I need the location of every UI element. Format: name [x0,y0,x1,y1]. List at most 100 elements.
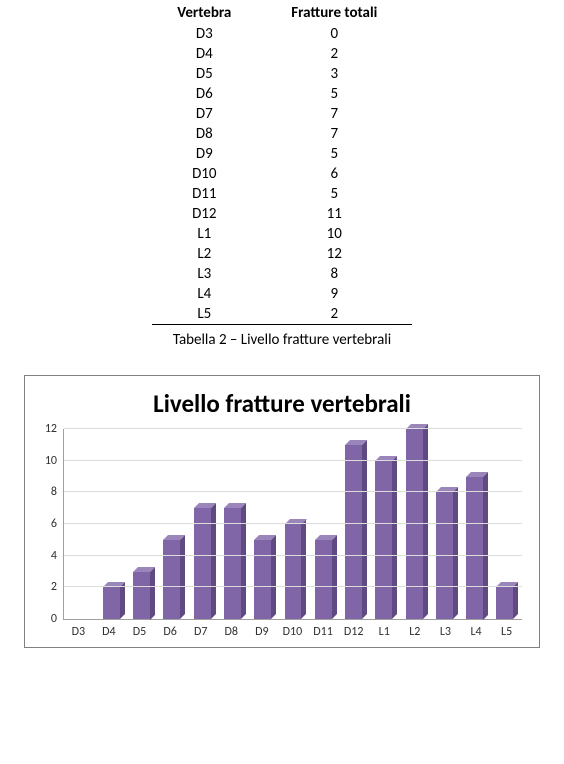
cell-total: 7 [257,124,412,144]
ytick-label: 2 [51,580,57,594]
chart-container: Livello fratture vertebrali 024681012 D3… [24,375,540,648]
bar-cell [369,429,399,619]
cell-vertebra: D3 [152,24,257,44]
bar-front [224,508,241,619]
bar [103,587,120,619]
table-row: D53 [152,64,412,84]
fractures-table-container: Vertebra Fratture totali D30D42D53D65D77… [152,0,412,349]
cell-vertebra: L3 [152,264,257,284]
ytick-label: 4 [51,549,57,563]
bar-cell [399,429,429,619]
cell-total: 12 [257,244,412,264]
bar-side [392,456,397,619]
ytick-label: 8 [51,485,57,499]
bar-cell [187,429,217,619]
bar [315,540,332,619]
bar-side [180,535,185,619]
xtick-label: D10 [277,620,308,639]
table-row: L38 [152,264,412,284]
table-row: D87 [152,124,412,144]
bar-cell [459,429,489,619]
bar [496,587,513,619]
bar-side [271,535,276,619]
cell-total: 7 [257,104,412,124]
xtick-label: D5 [124,620,155,639]
bar-side [332,535,337,619]
col-header-vertebra: Vertebra [152,2,257,24]
table-row: D106 [152,164,412,184]
xtick-label: D4 [94,620,125,639]
table-row: D115 [152,184,412,204]
xtick-label: L3 [430,620,461,639]
bar [254,540,271,619]
cell-vertebra: D12 [152,204,257,224]
cell-vertebra: L4 [152,284,257,304]
bar-front [466,477,483,620]
table-caption: Tabella 2 – Livello fratture vertebrali [152,331,412,349]
bar-front [496,587,513,619]
cell-vertebra: L5 [152,304,257,325]
xtick-label: D6 [155,620,186,639]
cell-vertebra: L1 [152,224,257,244]
cell-total: 9 [257,284,412,304]
xtick-label: D12 [338,620,369,639]
cell-vertebra: D8 [152,124,257,144]
xtick-label: D8 [216,620,247,639]
bar [466,477,483,620]
bar-cell [217,429,247,619]
bar-cell [248,429,278,619]
xtick-label: D11 [308,620,339,639]
bar-cell [127,429,157,619]
cell-vertebra: D5 [152,64,257,84]
table-row: D65 [152,84,412,104]
bar-cell [338,429,368,619]
xtick-label: L5 [491,620,522,639]
bar-side [362,440,367,619]
cell-vertebra: D7 [152,104,257,124]
cell-total: 2 [257,44,412,64]
table-row: L49 [152,284,412,304]
bar-cell [66,429,96,619]
bar-side [513,582,518,619]
bar-side [301,519,306,619]
cell-total: 3 [257,64,412,84]
ytick-label: 0 [51,612,57,626]
bar-side [211,503,216,619]
bar-front [285,524,302,619]
bar-front [163,540,180,619]
bar-side [241,503,246,619]
bar [224,508,241,619]
bar [345,445,362,619]
table-row: L212 [152,244,412,264]
cell-total: 0 [257,24,412,44]
bar [133,572,150,620]
bar-cell [157,429,187,619]
cell-vertebra: D11 [152,184,257,204]
table-row: D95 [152,144,412,164]
bar-front [103,587,120,619]
xtick-label: D7 [185,620,216,639]
cell-vertebra: D10 [152,164,257,184]
col-header-total: Fratture totali [257,2,412,24]
xtick-label: D3 [63,620,94,639]
table-row: D1211 [152,204,412,224]
bar-side [453,487,458,619]
ytick-label: 10 [45,454,57,468]
cell-vertebra: D6 [152,84,257,104]
bar [406,429,423,619]
cell-total: 6 [257,164,412,184]
gridline [64,555,522,556]
chart-xaxis: D3D4D5D6D7D8D9D10D11D12L1L2L3L4L5 [31,620,533,639]
xtick-label: L1 [369,620,400,639]
chart-plot-area [63,429,522,620]
bar-front [406,429,423,619]
cell-total: 5 [257,144,412,164]
bar-side [423,424,428,619]
chart-yaxis: 024681012 [31,429,63,619]
table-row: D42 [152,44,412,64]
gridline [64,586,522,587]
cell-total: 5 [257,84,412,104]
cell-total: 11 [257,204,412,224]
table-row: D30 [152,24,412,44]
gridline [64,523,522,524]
